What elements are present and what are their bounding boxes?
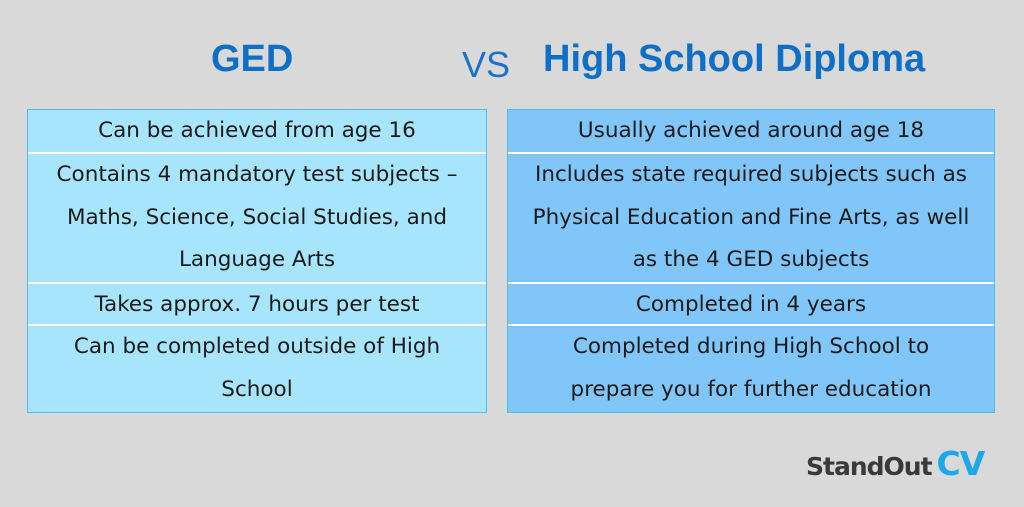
standout-cv-logo: StandOut CV xyxy=(806,444,986,483)
diploma-column: Usually achieved around age 18 Includes … xyxy=(507,109,995,413)
logo-text: StandOut xyxy=(806,452,933,481)
diploma-row: Completed in 4 years xyxy=(508,282,994,324)
logo-cv: CV xyxy=(936,444,986,483)
vs-label: VS xyxy=(462,44,511,85)
diploma-row: Usually achieved around age 18 xyxy=(577,118,925,143)
ged-row: Takes approx. 7 hours per test xyxy=(28,282,486,324)
ged-row: Contains 4 mandatory test subjects – Mat… xyxy=(28,152,486,282)
diploma-row: Includes state required subjects such as… xyxy=(508,152,994,282)
diploma-row: Completed during High School to prepare … xyxy=(508,324,994,412)
high-school-diploma-title: High School Diploma xyxy=(543,38,926,80)
ged-row: Can be achieved from age 16 xyxy=(98,118,416,143)
ged-title: GED xyxy=(211,38,294,80)
ged-column: Can be achieved from age 16 Contains 4 m… xyxy=(27,109,487,413)
ged-row: Can be completed outside of High School xyxy=(28,324,486,412)
